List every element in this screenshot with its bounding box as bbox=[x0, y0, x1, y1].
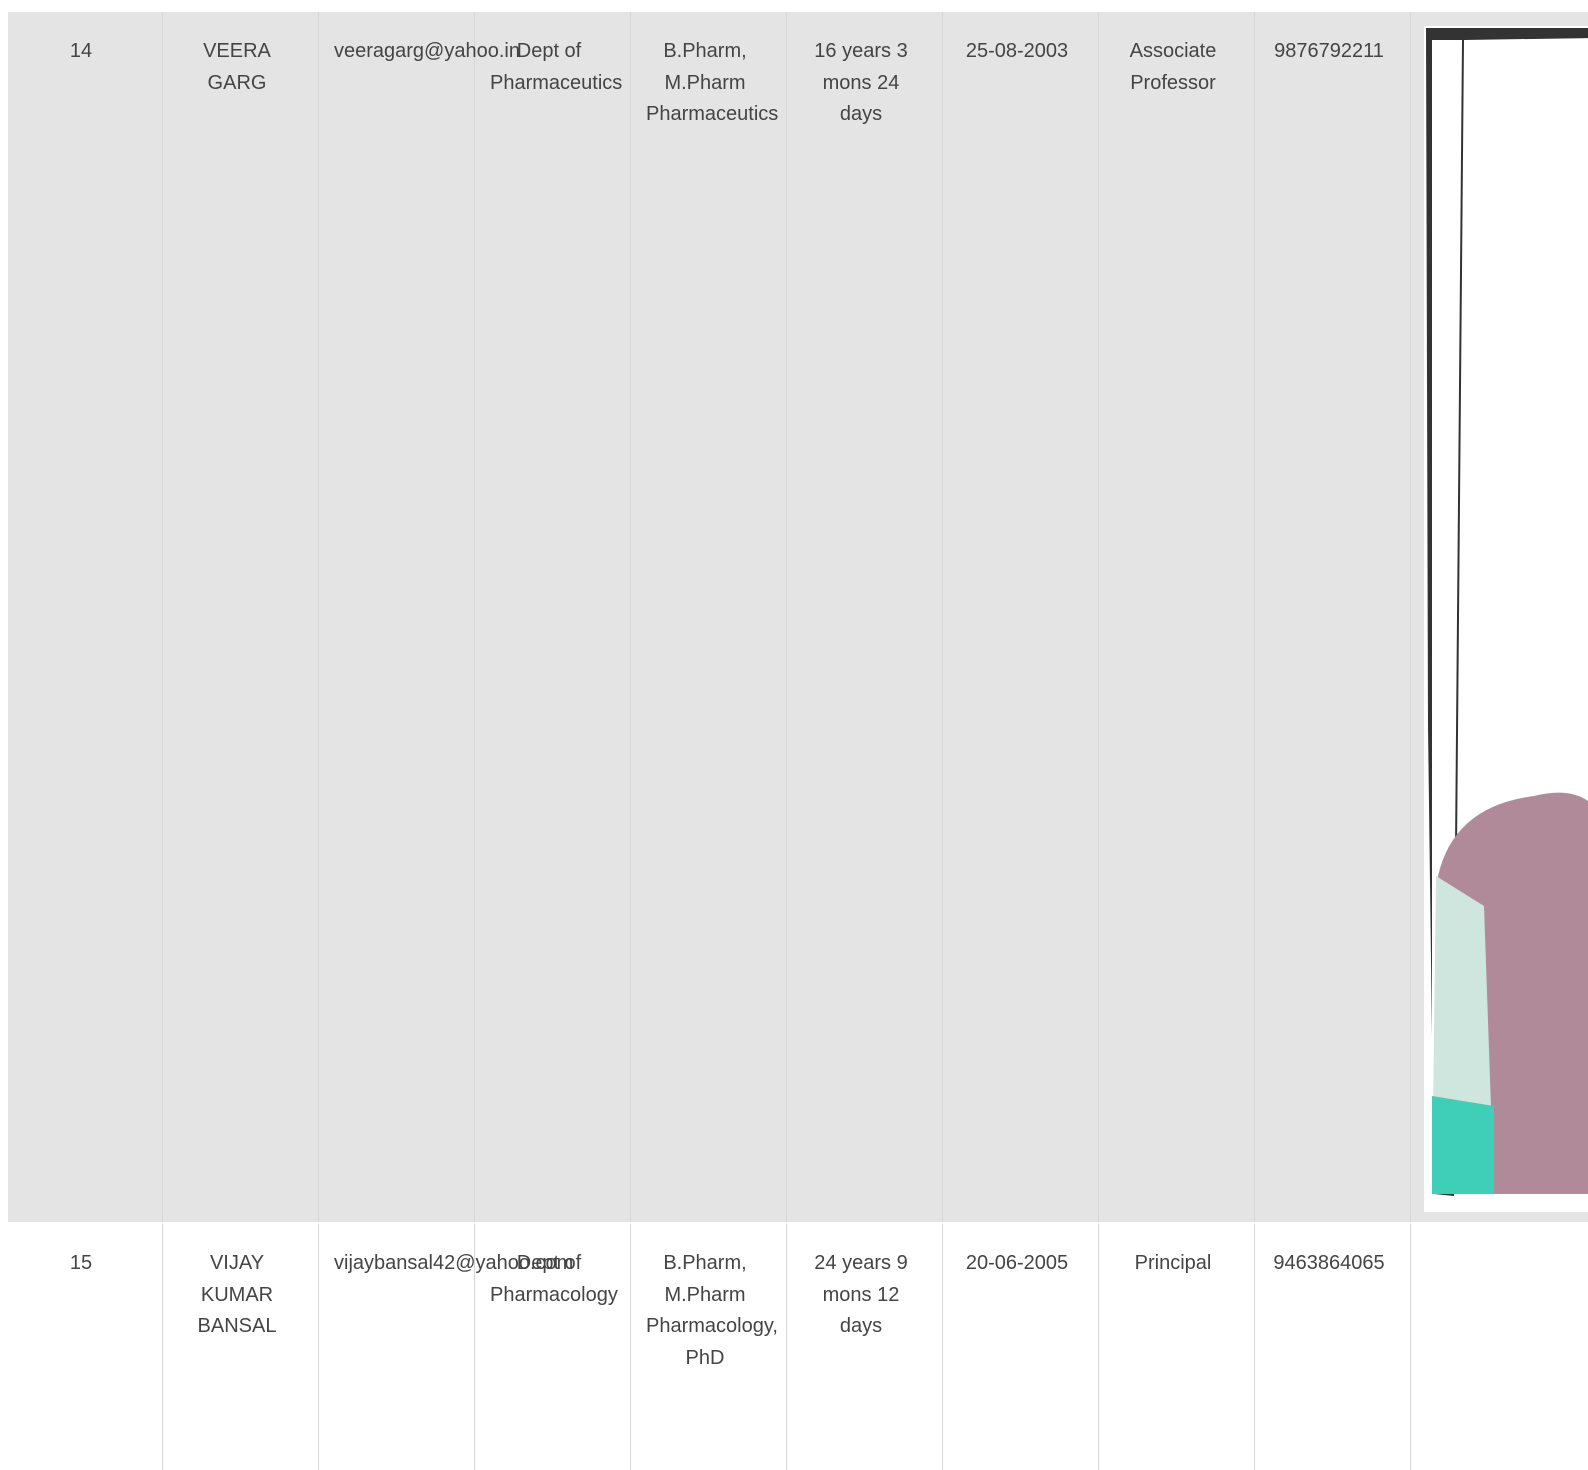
photo bbox=[1424, 26, 1588, 1212]
experience: 24 years 9 mons 12 days bbox=[788, 1224, 943, 1470]
designation: Associate Professor bbox=[1100, 12, 1255, 1222]
name: VEERA GARG bbox=[164, 12, 319, 1222]
experience: 16 years 3 mons 24 days bbox=[788, 12, 943, 1222]
photo-cell bbox=[1412, 1224, 1588, 1470]
email: vijaybansal42@yahoo.com bbox=[320, 1224, 573, 1470]
phone: 9463864065 bbox=[1256, 1224, 1411, 1470]
joining-date: 20-06-2005 bbox=[944, 1224, 1099, 1470]
table-row: 15 VIJAY KUMAR BANSAL vijaybansal42@yahoo.… bbox=[8, 1224, 1588, 1470]
name: VIJAY KUMAR BANSAL bbox=[164, 1224, 319, 1470]
qualification: B.Pharm, M.Pharm Pharmacology, PhD bbox=[632, 1224, 787, 1470]
joining-date: 25-08-2003 bbox=[944, 12, 1099, 1222]
email: veeragarg@yahoo.in bbox=[320, 12, 520, 1222]
phone: 9876792211 bbox=[1256, 12, 1411, 1222]
serial-no: 14 bbox=[8, 12, 163, 1222]
table-row: 14 VEERA GARG veeragarg@yahoo.in Dept of Ph… bbox=[8, 12, 1588, 1222]
designation: Principal bbox=[1100, 1224, 1255, 1470]
department: Dept of Pharmaceutics bbox=[476, 12, 631, 1222]
serial-no: 15 bbox=[8, 1224, 163, 1470]
department: Dept of Pharmacology bbox=[476, 1224, 631, 1470]
qualification: B.Pharm, M.Pharm Pharmaceutics bbox=[632, 12, 787, 1222]
